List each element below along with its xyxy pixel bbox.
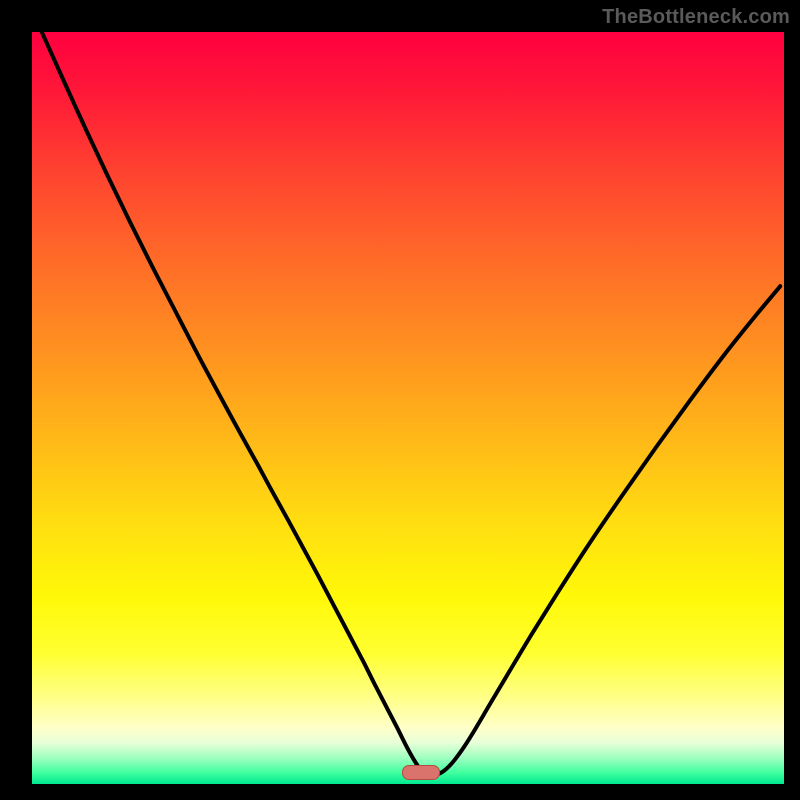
optimum-marker: [402, 765, 440, 780]
watermark-text: TheBottleneck.com: [602, 6, 790, 29]
gradient-background: [32, 32, 784, 784]
plot-area: [32, 32, 784, 784]
chart-container: TheBottleneck.com: [0, 0, 800, 800]
